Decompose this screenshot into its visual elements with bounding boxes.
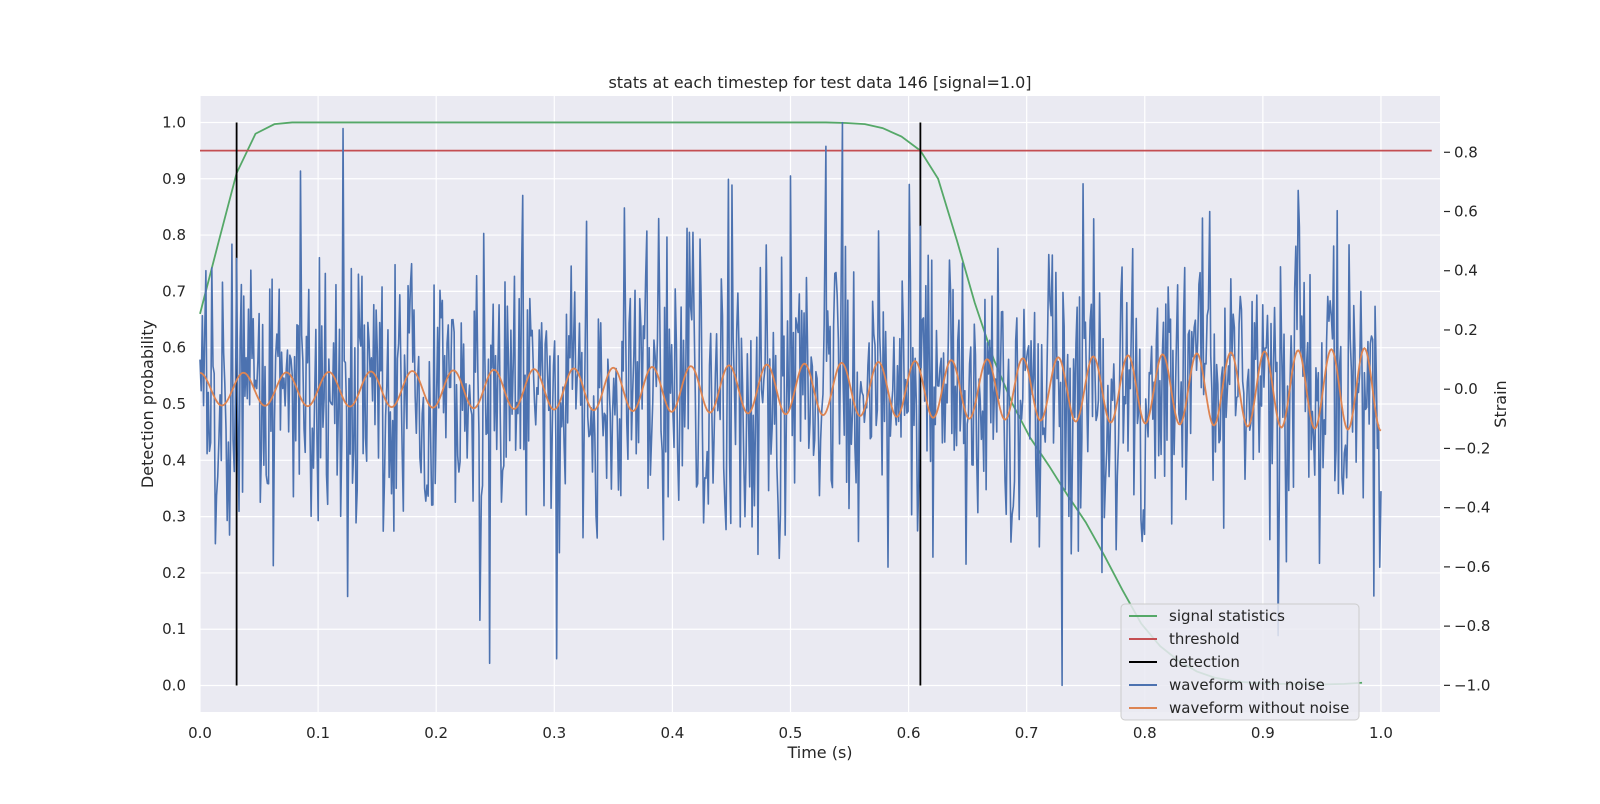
- legend-label: waveform with noise: [1169, 676, 1325, 694]
- series-layer: [199, 121, 1432, 687]
- y-left-tick-label: 0.0: [162, 677, 186, 695]
- x-tick-label: 0.9: [1251, 724, 1275, 742]
- y-left-tick-label: 0.5: [162, 395, 186, 413]
- x-tick-label: 0.2: [424, 724, 448, 742]
- y-left-tick-label: 1.0: [162, 113, 186, 131]
- y-right-axis-label: Strain: [1491, 380, 1510, 427]
- y-right-tick-label: 0.6: [1454, 203, 1478, 221]
- x-tick-label: 0.6: [897, 724, 921, 742]
- legend-label: signal statistics: [1169, 607, 1285, 625]
- chart-title: stats at each timestep for test data 146…: [608, 73, 1031, 92]
- y-left-tick-label: 0.7: [162, 282, 186, 300]
- y-right-tick-label: −0.2: [1454, 439, 1490, 457]
- legend-label: waveform without noise: [1169, 699, 1349, 717]
- y-left-tick-label: 0.3: [162, 508, 186, 526]
- y-left-tick-label: 0.4: [162, 451, 186, 469]
- y-left-tick-label: 0.1: [162, 620, 186, 638]
- y-left-tick-label: 0.8: [162, 226, 186, 244]
- y-right-tick-label: 0.0: [1454, 380, 1478, 398]
- x-tick-label: 0.7: [1015, 724, 1039, 742]
- x-axis-label: Time (s): [786, 743, 852, 762]
- y-left-tick-label: 0.6: [162, 339, 186, 357]
- y-left-tick-label: 0.9: [162, 170, 186, 188]
- x-tick-label: 0.8: [1133, 724, 1157, 742]
- y-right-tick-label: 0.4: [1454, 262, 1478, 280]
- y-left-axis-label: Detection probability: [138, 320, 157, 488]
- y-right-tick-label: −0.6: [1454, 558, 1490, 576]
- legend-label: threshold: [1169, 630, 1240, 648]
- x-axis-ticks: 0.0 0.1 0.2 0.3 0.4 0.5 0.6 0.7 0.8 0.9 1.0: [188, 724, 1393, 742]
- y-right-tick-label: 0.8: [1454, 143, 1478, 161]
- x-tick-label: 1.0: [1369, 724, 1393, 742]
- y-left-axis-ticks: 0.0 0.1 0.2 0.3 0.4 0.5 0.6 0.7 0.8 0.9 1.0: [162, 113, 186, 694]
- series-waveform-without-noise: [199, 347, 1382, 432]
- y-right-tick-label: −1.0: [1454, 676, 1490, 694]
- y-right-tick-label: 0.2: [1454, 321, 1478, 339]
- legend-label: detection: [1169, 653, 1240, 671]
- legend: signal statistics threshold detection wavef…: [1120, 603, 1360, 721]
- x-tick-label: 0.4: [660, 724, 684, 742]
- series-waveform-with-noise: [199, 121, 1382, 687]
- x-tick-label: 0.3: [542, 724, 566, 742]
- y-left-tick-label: 0.2: [162, 564, 186, 582]
- y-right-axis-ticks: −1.0 −0.8 −0.6 −0.4 −0.2 0.0 0.2 0.4 0.6 0.8: [1444, 143, 1490, 694]
- x-tick-label: 0.0: [188, 724, 212, 742]
- y-right-tick-label: −0.8: [1454, 617, 1490, 635]
- x-tick-label: 0.1: [306, 724, 330, 742]
- x-tick-label: 0.5: [779, 724, 803, 742]
- legend-box: [1120, 603, 1360, 721]
- y-right-tick-label: −0.4: [1454, 499, 1490, 517]
